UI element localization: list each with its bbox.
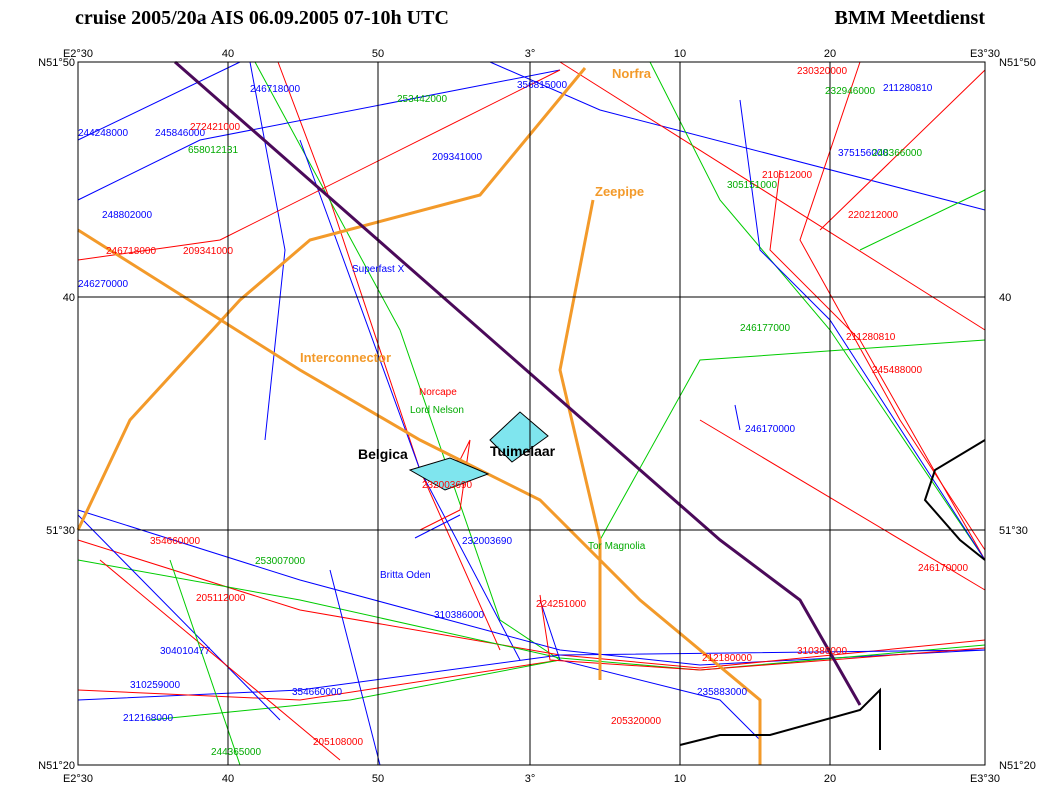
axis-label: N51°20 <box>999 760 1036 772</box>
axis-label: 40 <box>222 48 234 60</box>
vessel-label: 658012131 <box>188 145 238 156</box>
axis-label: N51°50 <box>38 57 75 69</box>
title: cruise 2005/20a AIS 06.09.2005 07-10h UT… <box>75 7 449 29</box>
vessel-label: Superfast X <box>352 264 405 275</box>
axis-label: 20 <box>824 48 836 60</box>
vessel-label: 310386000 <box>434 610 484 621</box>
vessel-label: Britta Oden <box>380 570 431 581</box>
vessel-label: 354660000 <box>150 536 200 547</box>
axis-label: 10 <box>674 48 686 60</box>
vessel-label: 211280810 <box>883 83 933 94</box>
vessel-label: 220212000 <box>848 210 898 221</box>
axis-label: E2°30 <box>63 48 93 60</box>
vessel-label: 244365000 <box>211 747 261 758</box>
axis-label: E3°30 <box>970 48 1000 60</box>
vessel-labels: 246718000 356815000 244248000 245846000 2093… <box>78 66 968 758</box>
axis-label: E2°30 <box>63 773 93 785</box>
vessel-label: 210512000 <box>762 170 812 181</box>
frame <box>77 61 986 766</box>
axis-label: 3° <box>525 773 536 785</box>
axis-label: 50 <box>372 48 384 60</box>
axis-label: 40 <box>999 292 1011 304</box>
vessel-label: Norcape <box>419 387 457 398</box>
vessel-label: 246270000 <box>78 279 128 290</box>
vessel-label: 248802000 <box>102 210 152 221</box>
grid <box>78 62 985 765</box>
vessel-label: 310386000 <box>797 646 847 657</box>
axis-label: 51°30 <box>999 525 1028 537</box>
axis-label: N51°50 <box>999 57 1036 69</box>
vessel-label: 253442000 <box>397 94 447 105</box>
tracks <box>77 61 986 766</box>
vessel-label: 253007000 <box>255 556 305 567</box>
zone <box>408 457 490 491</box>
route <box>174 60 862 706</box>
coast <box>923 439 986 561</box>
vessel-label: 209341000 <box>183 246 233 257</box>
vessel-label: 230320000 <box>797 66 847 77</box>
axis-label: 3° <box>525 48 536 60</box>
source: BMM Meetdienst <box>834 7 985 29</box>
pipeline-label: Zeepipe <box>595 184 644 199</box>
vessel-label: 246170000 <box>918 563 968 574</box>
axis-label: 10 <box>674 773 686 785</box>
vessel-label: Tor Magnolia <box>588 541 646 552</box>
vessel-label: 235883000 <box>697 687 747 698</box>
pipelines <box>76 67 762 765</box>
vessel-label: 245846000 <box>155 128 205 139</box>
vessel-label: 304010477 <box>160 646 210 657</box>
vessel-label: 246718000 <box>106 246 156 257</box>
axis-label: 51°30 <box>46 525 75 537</box>
pipeline-label: Interconnector <box>300 350 391 365</box>
vessel-label: 209341000 <box>432 152 482 163</box>
zone <box>489 411 549 463</box>
vessel-label: 310259000 <box>130 680 180 691</box>
vessel-label: Lord Nelson <box>410 405 464 416</box>
vessel-label: 232946000 <box>825 86 875 97</box>
vessel-label: 224251000 <box>536 599 586 610</box>
vessel-label: 232003690 <box>422 480 472 491</box>
vessel-label: 248366000 <box>872 148 922 159</box>
axis-label: 40 <box>63 292 75 304</box>
vessel-label: 205112000 <box>196 593 246 604</box>
vessel-label: 246177000 <box>740 323 790 334</box>
vessel-label: 245488000 <box>872 365 922 376</box>
vessel-label: 244248000 <box>78 128 128 139</box>
axis-label: 40 <box>222 773 234 785</box>
axis-label: E3°30 <box>970 773 1000 785</box>
pipeline-label: Norfra <box>612 66 652 81</box>
site-label: Tuimelaar <box>490 443 556 459</box>
vessel-label: 212180000 <box>702 653 752 664</box>
vessel-label: 205320000 <box>611 716 661 727</box>
vessel-label: 375156000 <box>838 148 888 159</box>
axis-label: N51°20 <box>38 760 75 772</box>
axis-label: 20 <box>824 773 836 785</box>
vessel-label: 272421000 <box>190 122 240 133</box>
axis-label: 50 <box>372 773 384 785</box>
coast <box>679 687 881 750</box>
vessel-label: 305151000 <box>727 180 777 191</box>
vessel-label: 211280810 <box>846 332 896 343</box>
site-label: Belgica <box>358 446 408 462</box>
vessel-label: 246718000 <box>250 84 300 95</box>
vessel-label: 232003690 <box>462 536 512 547</box>
vessel-label: 354660000 <box>292 687 342 698</box>
vessel-label: 246170000 <box>745 424 795 435</box>
vessel-label: 356815000 <box>517 80 567 91</box>
vessel-label: 205108000 <box>313 737 363 748</box>
vessel-label: 212168000 <box>123 713 173 724</box>
